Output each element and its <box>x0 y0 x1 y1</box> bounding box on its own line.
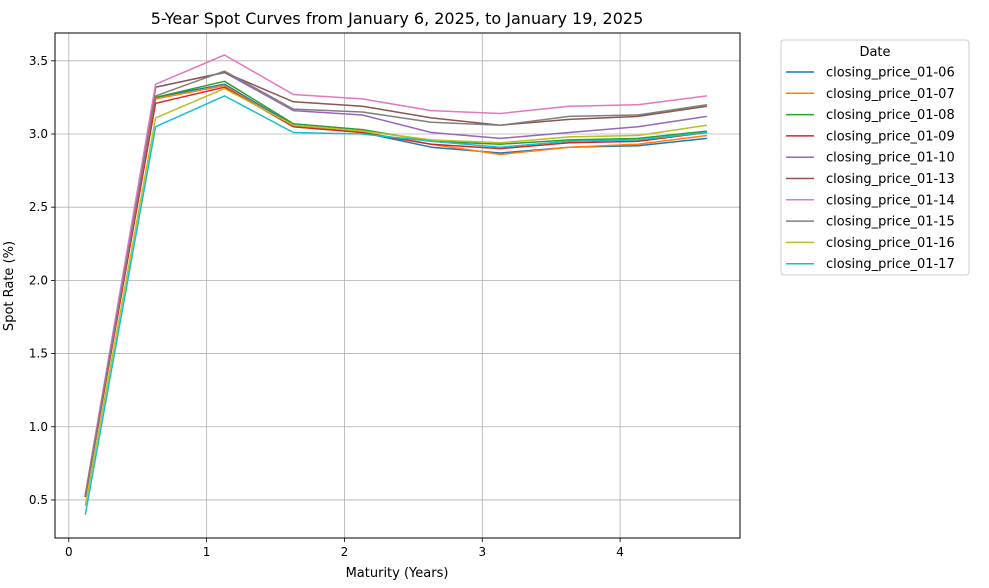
legend-frame <box>780 39 970 276</box>
plot-background <box>55 33 740 538</box>
legend-title: Date <box>859 45 890 60</box>
x-axis-ticks: 0 1 2 3 4 <box>65 538 624 559</box>
legend-items: closing_price_01-06 closing_price_01-07cl… <box>786 66 955 272</box>
y-axis-label: Spot Rate (%) <box>2 241 17 331</box>
legend-entry-label: closing_price_01-07 <box>826 87 955 102</box>
legend-entry-label: closing_price_01-08 <box>826 108 955 123</box>
y-tick-label: 2.0 <box>29 273 48 287</box>
x-tick-label: 3 <box>478 545 486 559</box>
plot-frame <box>54 32 741 539</box>
y-tick-label: 1.0 <box>29 420 48 434</box>
legend: Date closing_price_01-06closing_price_01… <box>780 39 970 276</box>
series-line-closing-price-01-17 <box>84 95 707 515</box>
series-line-closing-price-01-16 <box>84 87 708 506</box>
y-tick-label: 3.5 <box>29 54 48 68</box>
x-tick-label: 2 <box>341 545 349 559</box>
chart-title: 5-Year Spot Curves from January 6, 2025,… <box>151 9 644 28</box>
series-lines <box>84 54 708 515</box>
legend-entry-label: closing_price_01-15 <box>826 215 955 230</box>
series-line-closing-price-01-13 <box>84 71 708 496</box>
y-tick-label: 2.5 <box>29 200 48 214</box>
legend-entry-label: closing_price_01-09 <box>826 129 955 144</box>
x-tick-label: 0 <box>65 545 73 559</box>
legend-entry-label: closing_price_01-14 <box>826 193 955 208</box>
plot-area <box>54 32 741 539</box>
x-tick-label: 1 <box>203 545 211 559</box>
series-line-closing-price-01-14 <box>84 54 707 495</box>
grid-lines <box>55 33 740 538</box>
x-axis-label: Maturity (Years) <box>346 566 449 581</box>
legend-entry-label: closing_price_01-17 <box>826 257 955 272</box>
x-tick-label: 4 <box>616 545 624 559</box>
legend-entry-label: closing_price_01-10 <box>826 151 955 166</box>
legend-entry-label: closing_price_01-06 <box>826 66 955 81</box>
legend-entry-label: closing_price_01-16 <box>826 236 955 251</box>
legend-entry-label: closing_price_01-13 <box>826 172 955 187</box>
series-line-closing-price-01-15 <box>84 70 708 496</box>
y-tick-label: 3.0 <box>29 127 48 141</box>
y-tick-label: 1.5 <box>29 347 48 361</box>
y-tick-label: 0.5 <box>29 493 48 507</box>
y-axis-ticks: 0.5 1.0 1.5 2.0 2.5 3.0 3.5 <box>29 54 55 507</box>
